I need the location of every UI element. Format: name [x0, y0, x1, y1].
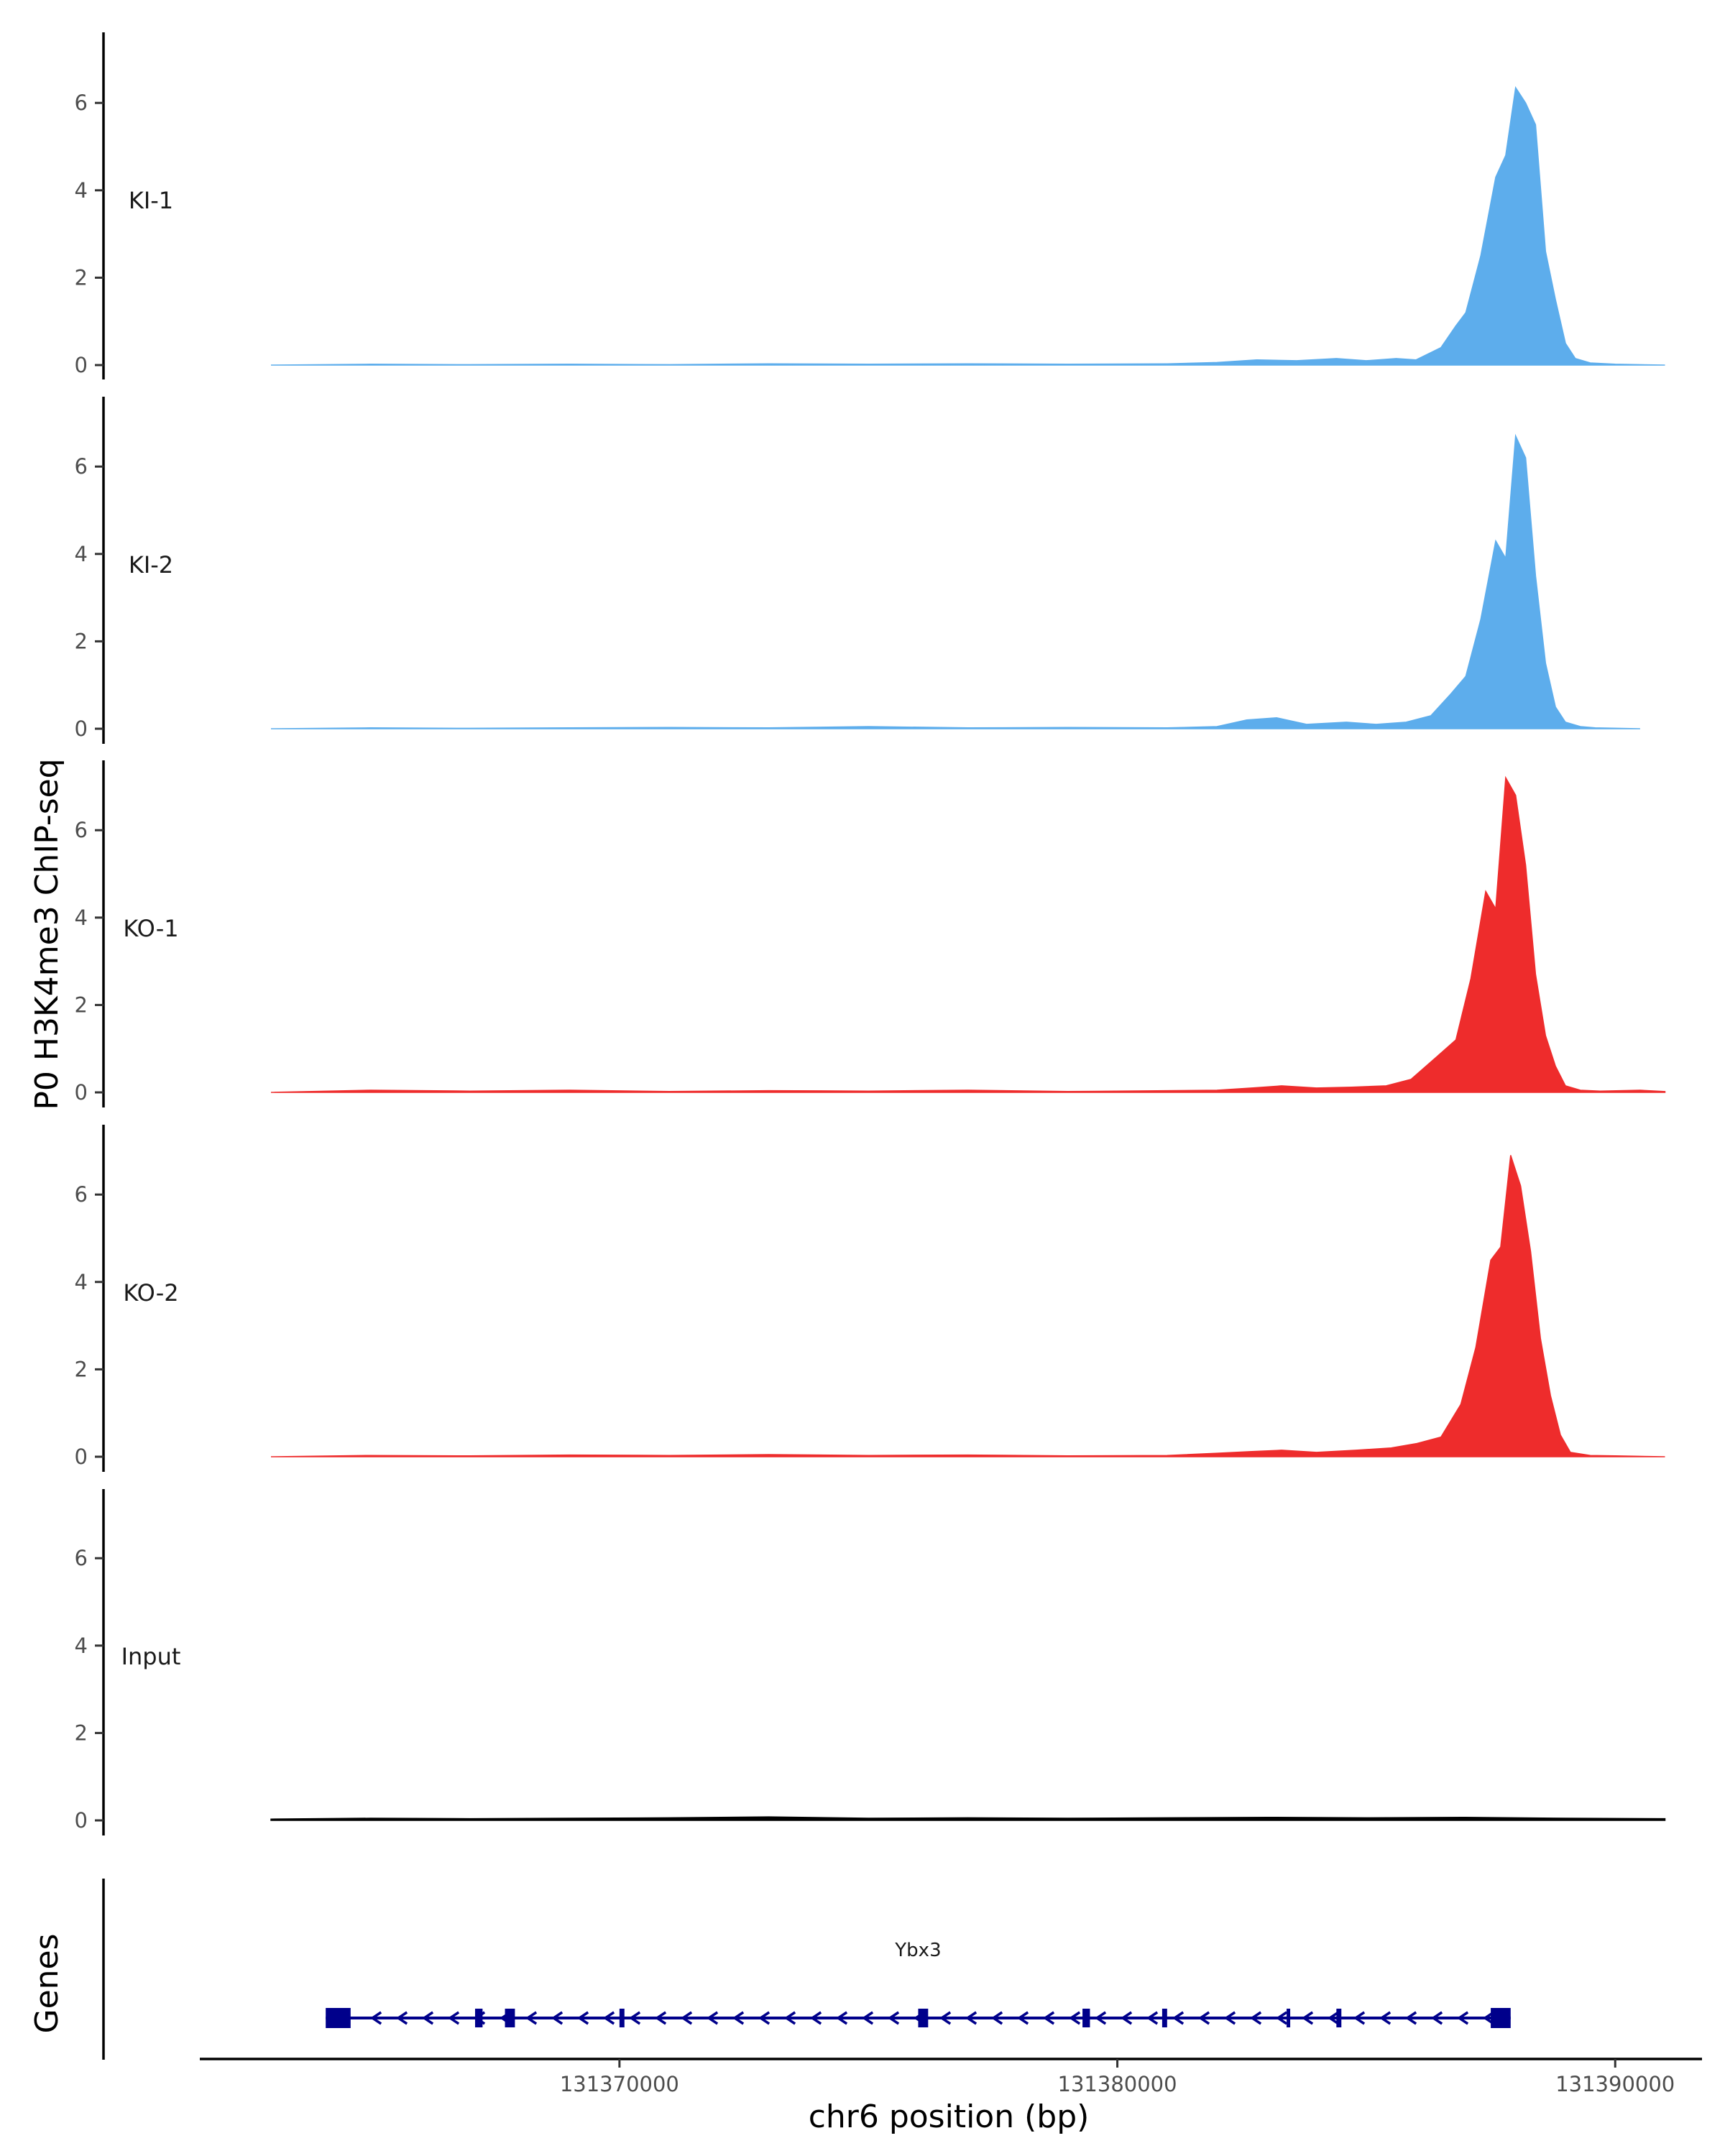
strand-arrow	[758, 2011, 770, 2025]
signal-area	[270, 1816, 1666, 1821]
strand-arrow	[1121, 2011, 1133, 2025]
strand-arrow	[396, 2011, 408, 2025]
strand-arrow	[448, 2011, 460, 2025]
y-tick-label: 0	[75, 1808, 88, 1833]
x-tick-label: 131370000	[560, 2072, 679, 2096]
track-ko-1: 0 2 4 6 KO-1	[75, 760, 1666, 1107]
strand-arrow	[939, 2011, 952, 2025]
y-tick-label: 0	[75, 353, 88, 377]
y-tick-label: 6	[75, 454, 88, 479]
signal-area	[270, 1155, 1665, 1457]
track-ki-2: 0 2 4 6 KI-2	[75, 397, 1640, 744]
strand-arrow	[991, 2011, 1003, 2025]
strand-arrow	[1431, 2011, 1443, 2025]
y-tick-label: 6	[75, 1546, 88, 1570]
strand-arrow	[1353, 2011, 1366, 2025]
strand-arrow	[603, 2011, 615, 2025]
x-axis: 131370000 131380000 131390000	[200, 2058, 1702, 2096]
signal-area	[270, 86, 1665, 366]
strand-arrow	[810, 2011, 822, 2025]
y-axis-title: P0 H3K4me3 ChIP-seq	[29, 758, 65, 1110]
gene-track-title: Genes	[29, 1933, 65, 2033]
strand-arrow	[1328, 2011, 1340, 2025]
exon	[1336, 2009, 1342, 2027]
y-tick-label: 4	[75, 178, 88, 203]
exon	[619, 2009, 625, 2027]
strand-arrow	[1224, 2011, 1236, 2025]
y-tick-label: 6	[75, 818, 88, 842]
strand-arrow	[1017, 2011, 1029, 2025]
strand-arrow	[1405, 2011, 1417, 2025]
x-axis-title: chr6 position (bp)	[809, 2099, 1090, 2135]
strand-arrow	[1198, 2011, 1210, 2025]
y-tick-label: 2	[75, 629, 88, 653]
strand-arrow	[577, 2011, 589, 2025]
strand-arrow	[888, 2011, 900, 2025]
exon	[474, 2009, 483, 2027]
exon	[1491, 2008, 1511, 2028]
exon	[1082, 2009, 1090, 2027]
y-tick-label: 6	[75, 91, 88, 115]
strand-arrow	[1276, 2011, 1288, 2025]
y-tick-label: 2	[75, 1720, 88, 1745]
track-ko-2: 0 2 4 6 KO-2	[75, 1125, 1665, 1472]
y-tick-label: 4	[75, 1270, 88, 1294]
strand-arrow	[1172, 2011, 1184, 2025]
y-tick-label: 4	[75, 906, 88, 930]
track-input: 0 2 4 6 Input	[75, 1489, 1666, 1835]
strand-arrow	[1457, 2011, 1469, 2025]
strand-arrow	[1146, 2011, 1159, 2025]
gene-track-panel: Ybx3	[102, 1879, 1511, 2060]
signal-area	[270, 433, 1640, 729]
strand-arrow	[1095, 2011, 1107, 2025]
strand-arrow	[681, 2011, 693, 2025]
y-tick-label: 0	[75, 1445, 88, 1469]
strand-arrow	[525, 2011, 538, 2025]
signal-area	[270, 775, 1666, 1093]
exon	[918, 2009, 929, 2027]
strand-arrow	[784, 2011, 796, 2025]
strand-arrow	[422, 2011, 434, 2025]
exon	[1162, 2009, 1167, 2027]
track-panels: 0 2 4 6 KI-1 0 2 4 6 KI-2 0 2 4 6 KO-1 0 2 4 6 KO-2 0 2 4 6 Inpu…	[75, 32, 1666, 1835]
strand-arrow	[965, 2011, 978, 2025]
strand-arrow	[629, 2011, 641, 2025]
y-tick-label: 6	[75, 1182, 88, 1207]
exon	[1287, 2009, 1291, 2027]
strand-arrow	[836, 2011, 848, 2025]
strand-arrow	[1069, 2011, 1081, 2025]
track-label: KO-2	[123, 1279, 178, 1307]
strand-arrow	[1302, 2011, 1314, 2025]
gene-name-label: Ybx3	[894, 1940, 941, 1961]
strand-arrow	[551, 2011, 564, 2025]
y-tick-label: 2	[75, 992, 88, 1017]
strand-arrow	[1043, 2011, 1055, 2025]
y-tick-label: 4	[75, 1634, 88, 1658]
strand-arrow	[707, 2011, 719, 2025]
track-label: KI-2	[129, 551, 173, 579]
strand-arrow	[1250, 2011, 1262, 2025]
strand-arrow	[862, 2011, 874, 2025]
exon	[505, 2009, 515, 2027]
y-tick-label: 2	[75, 1357, 88, 1381]
x-tick-label: 131390000	[1555, 2072, 1675, 2096]
exon	[326, 2008, 351, 2028]
track-label: KI-1	[129, 187, 173, 214]
strand-arrow	[1379, 2011, 1392, 2025]
x-tick-label: 131380000	[1058, 2072, 1177, 2096]
track-ki-1: 0 2 4 6 KI-1	[75, 32, 1665, 379]
strand-arrow	[732, 2011, 745, 2025]
y-tick-label: 0	[75, 717, 88, 741]
y-tick-label: 0	[75, 1080, 88, 1105]
y-tick-label: 2	[75, 265, 88, 290]
strand-arrow	[370, 2011, 382, 2025]
y-tick-label: 4	[75, 542, 88, 566]
track-label: KO-1	[123, 915, 178, 942]
strand-arrow	[655, 2011, 667, 2025]
track-label: Input	[121, 1643, 181, 1670]
